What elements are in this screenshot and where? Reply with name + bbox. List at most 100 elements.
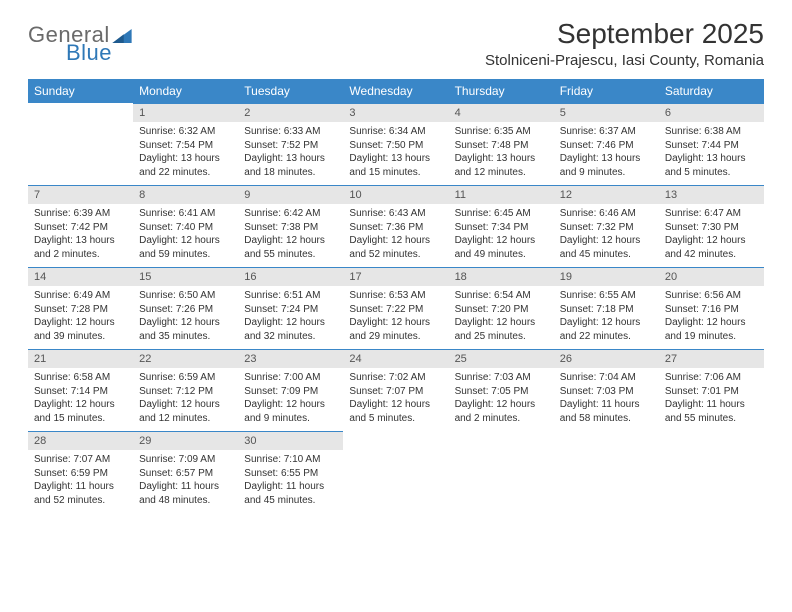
day-details: Sunrise: 7:07 AMSunset: 6:59 PMDaylight:… — [28, 450, 133, 513]
day-details: Sunrise: 7:09 AMSunset: 6:57 PMDaylight:… — [133, 450, 238, 513]
day-number: 16 — [238, 267, 343, 286]
daylight-line-1: Daylight: 12 hours — [455, 316, 548, 330]
sunrise-line: Sunrise: 6:37 AM — [560, 125, 653, 139]
daylight-line-1: Daylight: 12 hours — [349, 316, 442, 330]
daylight-line-2: and 9 minutes. — [560, 166, 653, 180]
daylight-line-2: and 2 minutes. — [34, 248, 127, 262]
sunrise-line: Sunrise: 6:53 AM — [349, 289, 442, 303]
daylight-line-1: Daylight: 11 hours — [34, 480, 127, 494]
day-details: Sunrise: 6:38 AMSunset: 7:44 PMDaylight:… — [659, 122, 764, 185]
weekday-header-row: Sunday Monday Tuesday Wednesday Thursday… — [28, 79, 764, 103]
page-title: September 2025 — [485, 18, 764, 50]
daylight-line-2: and 18 minutes. — [244, 166, 337, 180]
day-details: Sunrise: 6:58 AMSunset: 7:14 PMDaylight:… — [28, 368, 133, 431]
day-number: 8 — [133, 185, 238, 204]
calendar-cell: 19Sunrise: 6:55 AMSunset: 7:18 PMDayligh… — [554, 267, 659, 349]
daylight-line-1: Daylight: 12 hours — [349, 234, 442, 248]
day-details: Sunrise: 6:51 AMSunset: 7:24 PMDaylight:… — [238, 286, 343, 349]
calendar-cell: 6Sunrise: 6:38 AMSunset: 7:44 PMDaylight… — [659, 103, 764, 185]
calendar-row: 14Sunrise: 6:49 AMSunset: 7:28 PMDayligh… — [28, 267, 764, 349]
sunset-line: Sunset: 7:46 PM — [560, 139, 653, 153]
calendar-cell: 3Sunrise: 6:34 AMSunset: 7:50 PMDaylight… — [343, 103, 448, 185]
calendar-cell: 18Sunrise: 6:54 AMSunset: 7:20 PMDayligh… — [449, 267, 554, 349]
day-number: 20 — [659, 267, 764, 286]
day-details: Sunrise: 6:35 AMSunset: 7:48 PMDaylight:… — [449, 122, 554, 185]
sunset-line: Sunset: 7:05 PM — [455, 385, 548, 399]
sunrise-line: Sunrise: 7:07 AM — [34, 453, 127, 467]
weekday-header: Saturday — [659, 79, 764, 103]
calendar-cell: 7Sunrise: 6:39 AMSunset: 7:42 PMDaylight… — [28, 185, 133, 267]
daylight-line-1: Daylight: 12 hours — [560, 316, 653, 330]
day-number: 1 — [133, 103, 238, 122]
sunset-line: Sunset: 7:40 PM — [139, 221, 232, 235]
daylight-line-1: Daylight: 11 hours — [244, 480, 337, 494]
day-details: Sunrise: 7:00 AMSunset: 7:09 PMDaylight:… — [238, 368, 343, 431]
day-number: 12 — [554, 185, 659, 204]
daylight-line-2: and 12 minutes. — [455, 166, 548, 180]
daylight-line-2: and 25 minutes. — [455, 330, 548, 344]
sunset-line: Sunset: 6:57 PM — [139, 467, 232, 481]
day-number: 9 — [238, 185, 343, 204]
sunset-line: Sunset: 7:38 PM — [244, 221, 337, 235]
day-details: Sunrise: 6:42 AMSunset: 7:38 PMDaylight:… — [238, 204, 343, 267]
day-details: Sunrise: 6:37 AMSunset: 7:46 PMDaylight:… — [554, 122, 659, 185]
calendar-row: 28Sunrise: 7:07 AMSunset: 6:59 PMDayligh… — [28, 431, 764, 513]
calendar-cell: 14Sunrise: 6:49 AMSunset: 7:28 PMDayligh… — [28, 267, 133, 349]
sunrise-line: Sunrise: 6:58 AM — [34, 371, 127, 385]
day-details: Sunrise: 7:04 AMSunset: 7:03 PMDaylight:… — [554, 368, 659, 431]
day-details: Sunrise: 6:54 AMSunset: 7:20 PMDaylight:… — [449, 286, 554, 349]
calendar-cell: 21Sunrise: 6:58 AMSunset: 7:14 PMDayligh… — [28, 349, 133, 431]
sunset-line: Sunset: 7:07 PM — [349, 385, 442, 399]
sunrise-line: Sunrise: 6:55 AM — [560, 289, 653, 303]
sunrise-line: Sunrise: 6:51 AM — [244, 289, 337, 303]
daylight-line-1: Daylight: 13 hours — [139, 152, 232, 166]
calendar-cell: 9Sunrise: 6:42 AMSunset: 7:38 PMDaylight… — [238, 185, 343, 267]
sunrise-line: Sunrise: 7:04 AM — [560, 371, 653, 385]
daylight-line-2: and 52 minutes. — [34, 494, 127, 508]
daylight-line-2: and 39 minutes. — [34, 330, 127, 344]
calendar-cell: 24Sunrise: 7:02 AMSunset: 7:07 PMDayligh… — [343, 349, 448, 431]
daylight-line-2: and 12 minutes. — [139, 412, 232, 426]
daylight-line-2: and 29 minutes. — [349, 330, 442, 344]
daylight-line-2: and 22 minutes. — [560, 330, 653, 344]
day-details: Sunrise: 6:34 AMSunset: 7:50 PMDaylight:… — [343, 122, 448, 185]
daylight-line-2: and 9 minutes. — [244, 412, 337, 426]
sunset-line: Sunset: 7:42 PM — [34, 221, 127, 235]
sunrise-line: Sunrise: 6:45 AM — [455, 207, 548, 221]
day-number: 23 — [238, 349, 343, 368]
daylight-line-2: and 55 minutes. — [244, 248, 337, 262]
daylight-line-1: Daylight: 11 hours — [560, 398, 653, 412]
calendar-row: 1Sunrise: 6:32 AMSunset: 7:54 PMDaylight… — [28, 103, 764, 185]
daylight-line-2: and 22 minutes. — [139, 166, 232, 180]
day-details: Sunrise: 6:39 AMSunset: 7:42 PMDaylight:… — [28, 204, 133, 267]
sunset-line: Sunset: 7:09 PM — [244, 385, 337, 399]
day-details: Sunrise: 6:43 AMSunset: 7:36 PMDaylight:… — [343, 204, 448, 267]
day-details: Sunrise: 6:45 AMSunset: 7:34 PMDaylight:… — [449, 204, 554, 267]
sunrise-line: Sunrise: 6:32 AM — [139, 125, 232, 139]
calendar-cell: 12Sunrise: 6:46 AMSunset: 7:32 PMDayligh… — [554, 185, 659, 267]
daylight-line-2: and 15 minutes. — [349, 166, 442, 180]
daylight-line-1: Daylight: 11 hours — [139, 480, 232, 494]
daylight-line-1: Daylight: 12 hours — [455, 398, 548, 412]
sunset-line: Sunset: 7:24 PM — [244, 303, 337, 317]
calendar-cell: 15Sunrise: 6:50 AMSunset: 7:26 PMDayligh… — [133, 267, 238, 349]
daylight-line-1: Daylight: 12 hours — [34, 398, 127, 412]
sunrise-line: Sunrise: 7:03 AM — [455, 371, 548, 385]
sunrise-line: Sunrise: 7:00 AM — [244, 371, 337, 385]
sunrise-line: Sunrise: 6:59 AM — [139, 371, 232, 385]
day-number: 3 — [343, 103, 448, 122]
sunrise-line: Sunrise: 7:06 AM — [665, 371, 758, 385]
daylight-line-1: Daylight: 13 hours — [560, 152, 653, 166]
sunrise-line: Sunrise: 7:02 AM — [349, 371, 442, 385]
weekday-header: Thursday — [449, 79, 554, 103]
sunset-line: Sunset: 7:54 PM — [139, 139, 232, 153]
calendar-cell: 30Sunrise: 7:10 AMSunset: 6:55 PMDayligh… — [238, 431, 343, 513]
day-number: 28 — [28, 431, 133, 450]
day-details: Sunrise: 6:56 AMSunset: 7:16 PMDaylight:… — [659, 286, 764, 349]
day-number: 2 — [238, 103, 343, 122]
sunrise-line: Sunrise: 6:39 AM — [34, 207, 127, 221]
daylight-line-2: and 45 minutes. — [560, 248, 653, 262]
sunset-line: Sunset: 7:30 PM — [665, 221, 758, 235]
calendar-cell: 26Sunrise: 7:04 AMSunset: 7:03 PMDayligh… — [554, 349, 659, 431]
weekday-header: Wednesday — [343, 79, 448, 103]
